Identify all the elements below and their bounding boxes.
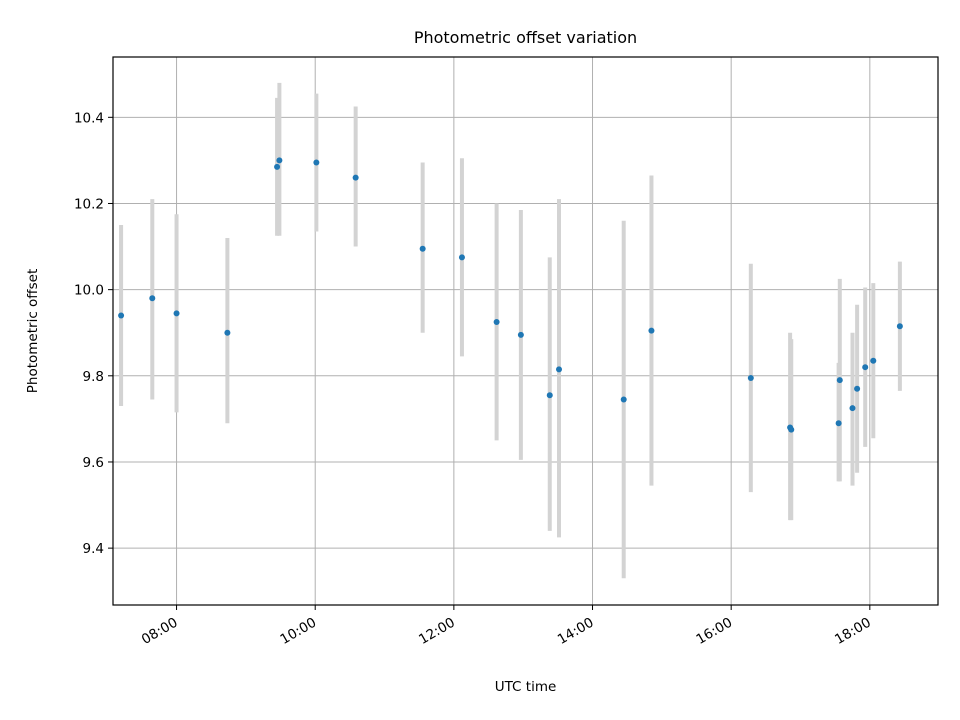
grid <box>113 57 938 605</box>
y-tick-label: 9.6 <box>83 455 104 471</box>
y-tick-label: 10.0 <box>74 283 104 299</box>
data-point <box>836 377 843 384</box>
y-tick-label: 9.8 <box>83 369 104 385</box>
data-point <box>276 157 283 164</box>
data-point <box>493 318 500 325</box>
data-point <box>274 163 281 170</box>
data-point <box>118 312 125 319</box>
y-axis-label: Photometric offset <box>25 269 41 393</box>
data-point <box>556 366 563 373</box>
data-point <box>870 357 877 364</box>
y-tick-label: 10.4 <box>74 110 104 126</box>
data-point <box>546 392 553 399</box>
data-points <box>118 157 903 433</box>
plot-area-frame <box>112 56 939 606</box>
data-point <box>149 295 156 302</box>
data-point <box>419 245 426 252</box>
data-point <box>862 364 869 371</box>
data-point <box>896 323 903 330</box>
data-point <box>835 420 842 427</box>
data-point <box>352 174 359 181</box>
data-point <box>620 396 627 403</box>
data-point <box>747 374 754 381</box>
data-point <box>648 327 655 334</box>
data-point <box>788 426 795 433</box>
y-tick-label: 10.2 <box>74 196 104 212</box>
x-axis-label: UTC time <box>495 679 557 695</box>
data-point <box>849 405 856 412</box>
chart-title: Photometric offset variation <box>414 28 637 47</box>
data-point <box>313 159 320 166</box>
y-tick-label: 9.4 <box>83 541 104 557</box>
data-point <box>854 385 861 392</box>
data-point <box>224 329 231 336</box>
data-point <box>458 254 465 261</box>
y-axis-ticks: 9.4 9.6 9.8 10.0 10.2 10.4 <box>74 110 113 557</box>
data-point <box>517 331 524 338</box>
data-point <box>173 310 180 317</box>
